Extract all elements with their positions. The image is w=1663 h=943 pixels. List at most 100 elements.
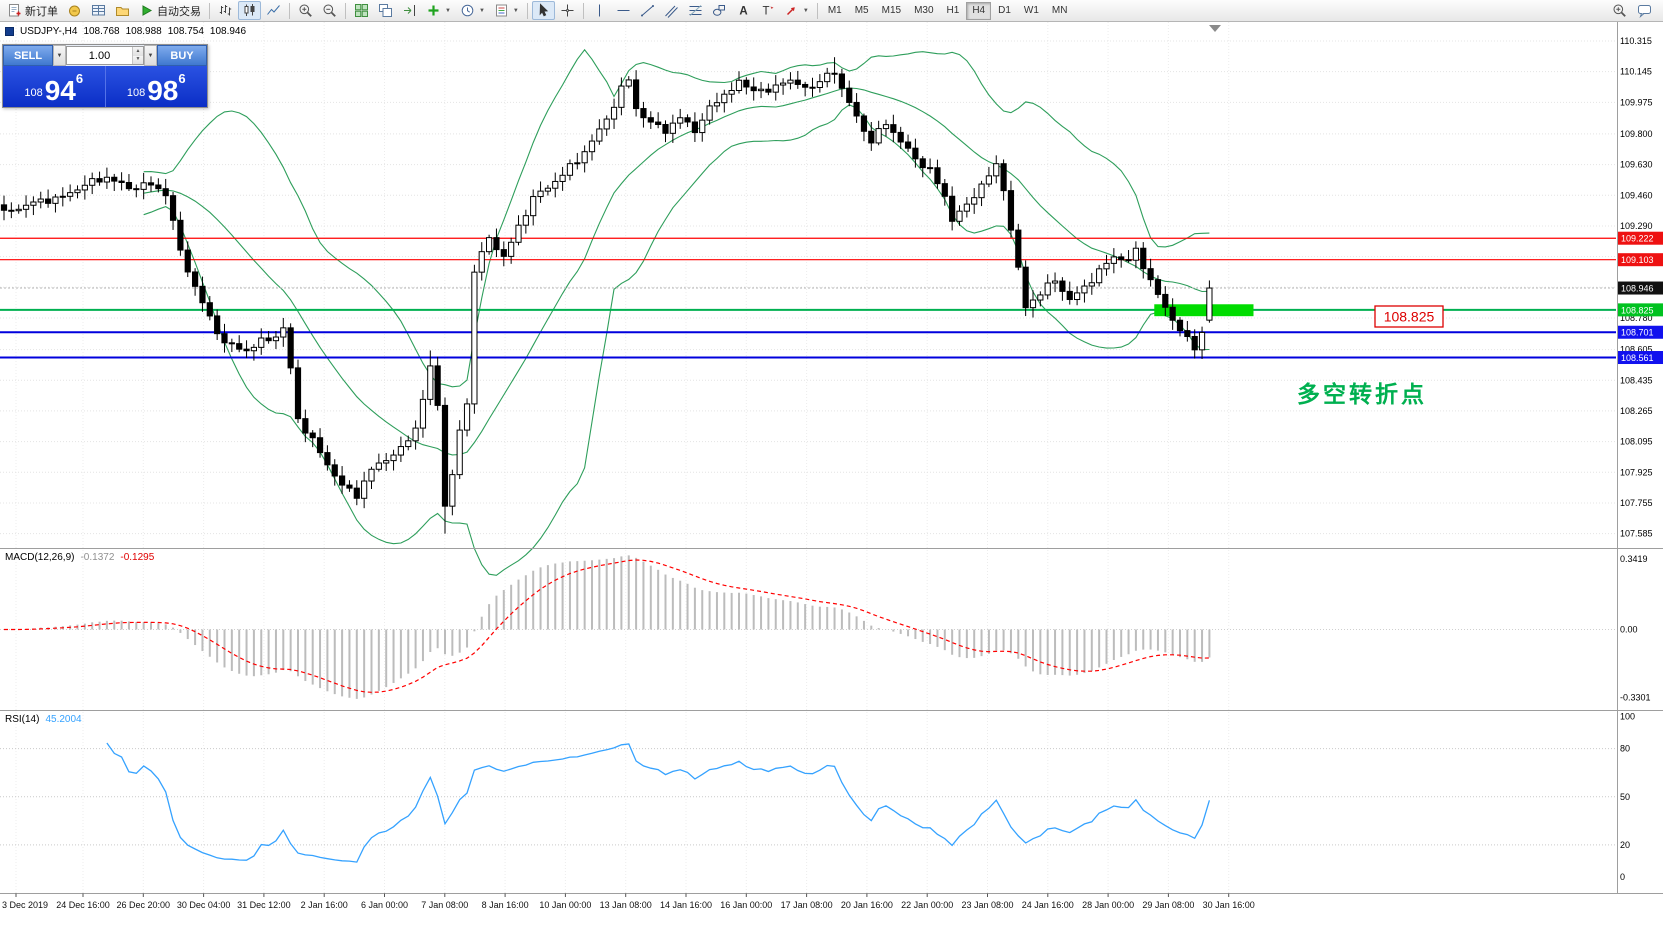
bar-chart-button[interactable] [214, 1, 237, 20]
svg-text:14 Jan 16:00: 14 Jan 16:00 [660, 900, 712, 910]
svg-text:109.460: 109.460 [1620, 190, 1653, 200]
svg-text:22 Jan 00:00: 22 Jan 00:00 [901, 900, 953, 910]
svg-text:24 Jan 16:00: 24 Jan 16:00 [1022, 900, 1074, 910]
market-watch-button[interactable] [87, 1, 110, 20]
rsi-line [106, 742, 1211, 863]
chart-canvas[interactable]: 110.315 110.145 109.975 109.800 109.630 109.4… [0, 22, 1663, 943]
crosshair-button[interactable] [556, 1, 579, 20]
sell-price[interactable]: 108 94 6 [3, 66, 106, 107]
svg-text:80: 80 [1620, 744, 1630, 754]
price-tag-109.103 [1618, 253, 1663, 267]
label-t-icon: T [760, 3, 775, 18]
macd-main-value: -0.1372 [80, 552, 115, 563]
chart-shift-button[interactable] [398, 1, 421, 20]
spin-down-icon[interactable]: ▼ [133, 55, 143, 64]
timeframe-mn-button[interactable]: MN [1046, 2, 1074, 20]
new-order-button[interactable]: 新订单 [3, 1, 62, 20]
buy-dropdown[interactable]: ▼ [144, 45, 157, 66]
buy-price[interactable]: 108 98 6 [105, 66, 207, 107]
svg-text:T: T [762, 6, 769, 18]
trendline-button[interactable] [636, 1, 659, 20]
cursor-button[interactable] [531, 1, 555, 20]
toolbar-button-label: M5 [854, 5, 869, 16]
svg-text:24 Dec 16:00: 24 Dec 16:00 [56, 900, 110, 910]
text-label-button[interactable]: T [756, 1, 779, 20]
line-chart-button[interactable] [262, 1, 285, 20]
volume-field[interactable]: 1.00 ▲ ▼ [66, 46, 144, 65]
zoom-in-button[interactable] [294, 1, 317, 20]
chevron-down-icon: ▼ [147, 52, 154, 59]
svg-text:0.00: 0.00 [1620, 624, 1638, 634]
timeframe-h4-button[interactable]: H4 [966, 1, 992, 20]
svg-text:7 Jan 08:00: 7 Jan 08:00 [421, 900, 468, 910]
toolbar-separator [526, 2, 528, 19]
highlight-zone[interactable] [1154, 304, 1254, 317]
svg-text:0: 0 [1620, 872, 1625, 882]
channel-button[interactable] [660, 1, 683, 20]
candlestick-chart-button[interactable] [238, 1, 261, 20]
toolbar-separator [345, 2, 346, 19]
templates-button[interactable]: ▼ [490, 1, 523, 20]
indicators-button[interactable]: ▼ [422, 1, 455, 20]
timeframe-w1-button[interactable]: W1 [1018, 2, 1045, 20]
macd-signal-value: -0.1295 [120, 552, 155, 563]
search-button[interactable] [1608, 1, 1631, 20]
time-axis[interactable]: 3 Dec 2019 24 Dec 16:00 26 Dec 20:00 30 Dec… [2, 900, 1255, 910]
toolbar-separator [816, 2, 818, 19]
price-tag-108.946 [1618, 281, 1663, 295]
horizontal-lines[interactable] [0, 237, 1616, 359]
sell-price-prefix: 108 [24, 87, 43, 99]
svg-text:0.3419: 0.3419 [1620, 554, 1648, 564]
horizontal-line-button[interactable] [612, 1, 635, 20]
text-button[interactable]: A [732, 1, 755, 20]
zoom-out-button[interactable] [318, 1, 341, 20]
svg-text:110.145: 110.145 [1620, 67, 1652, 77]
sell-button[interactable]: SELL [3, 45, 53, 66]
periods-button[interactable]: ▼ [456, 1, 489, 20]
turning-point-text[interactable]: 多空转折点 [1297, 381, 1427, 407]
svg-text:108.435: 108.435 [1620, 375, 1653, 385]
community-button[interactable] [1633, 1, 1656, 20]
volume-spinner[interactable]: ▲ ▼ [132, 47, 143, 64]
toolbar-button-label: MN [1051, 5, 1068, 16]
buy-price-big: 98 [147, 75, 179, 106]
price-tag-109.222 [1618, 231, 1663, 245]
sell-dropdown[interactable]: ▼ [53, 45, 66, 66]
arrows-button[interactable]: ▼ [780, 1, 813, 20]
svg-text:109.975: 109.975 [1620, 97, 1653, 107]
trend-icon [640, 3, 655, 18]
svg-text:3 Dec 2019: 3 Dec 2019 [2, 900, 48, 910]
buy-button[interactable]: BUY [157, 45, 207, 66]
toolbar-left-group: 新订单 自动交易 ▼ ▼ ▼ A T ▼ M1 M5 M15 M30 H1 H4 D1 W1 MN [3, 1, 1073, 20]
timeframe-m30-button[interactable]: M30 [908, 2, 939, 20]
text-a-icon: A [736, 3, 751, 18]
timeframe-m1-button[interactable]: M1 [822, 2, 848, 20]
cascade-windows-button[interactable] [374, 1, 397, 20]
rsi-label: RSI(14) 45.2004 [5, 714, 82, 725]
coin-icon [67, 3, 82, 18]
rsi-title: RSI(14) [5, 714, 40, 725]
volume-value[interactable]: 1.00 [88, 49, 111, 62]
price-scale[interactable]: 110.315 110.145 109.975 109.800 109.630 109.4… [1618, 36, 1663, 882]
spin-up-icon[interactable]: ▲ [133, 47, 143, 56]
toolbar-button-label: W1 [1023, 5, 1039, 16]
tile-windows-button[interactable] [350, 1, 373, 20]
doc-plus-icon [7, 3, 22, 18]
chart-shift-marker[interactable] [1209, 25, 1221, 32]
fibonacci-button[interactable] [684, 1, 707, 20]
channel-icon [664, 3, 679, 18]
svg-text:109.630: 109.630 [1620, 160, 1653, 170]
timeframe-m15-button[interactable]: M15 [876, 2, 907, 20]
price-callout-box[interactable] [1374, 305, 1444, 328]
timeframe-h1-button[interactable]: H1 [941, 2, 966, 20]
timeframe-m5-button[interactable]: M5 [849, 2, 875, 20]
svg-text:108.561: 108.561 [1621, 353, 1654, 363]
svg-text:30 Dec 04:00: 30 Dec 04:00 [177, 900, 231, 910]
timeframe-d1-button[interactable]: D1 [992, 2, 1017, 20]
vertical-line-button[interactable] [588, 1, 611, 20]
profile-button[interactable] [63, 1, 86, 20]
data-folder-button[interactable] [111, 1, 134, 20]
svg-text:8 Jan 16:00: 8 Jan 16:00 [482, 900, 529, 910]
autotrading-button[interactable]: 自动交易 [135, 1, 205, 20]
shapes-button[interactable] [708, 1, 731, 20]
